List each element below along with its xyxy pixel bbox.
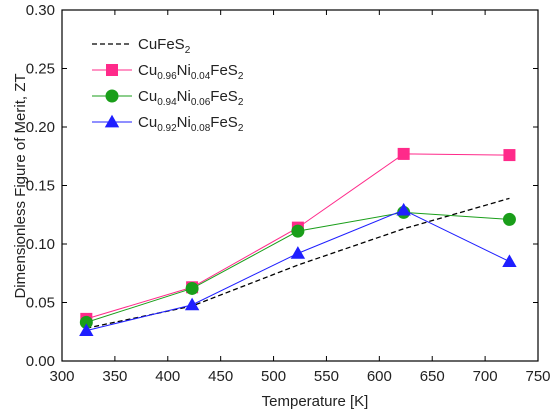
legend-item: Cu0.96Ni0.04FeS2 [92,62,244,82]
triangle-marker [104,114,120,128]
legend-label-part: Cu [138,62,157,79]
axes: 300 350 400 450 500 550 600 650 700 750 0.00 0.05 0.… [26,2,550,385]
x-axis-label: Temperature [K] [262,393,369,410]
circle-marker [79,315,93,329]
x-tick-label: 300 [49,368,74,385]
legend-label-part: 0.96 [157,71,177,82]
circle-marker [502,212,516,226]
y-tick-label: 0.15 [26,178,55,195]
circle-marker [185,281,199,295]
legend-label-part: 0.94 [157,97,177,108]
series-0 [86,197,510,329]
y-tick-label: 0.20 [26,119,55,136]
legend-label-part: FeS [210,62,238,79]
legend-label-part: 0.06 [191,97,211,108]
triangle-marker [79,323,94,336]
x-tick-label: 400 [155,368,180,385]
triangle-marker [396,202,411,216]
legend-label-part: FeS [210,88,238,105]
series-3 [79,202,517,336]
legend-label-part: 0.04 [191,71,211,82]
legend-label-part: Ni [177,88,191,105]
x-tick-label: 750 [525,368,550,385]
triangle-marker [184,297,200,311]
x-tick-label: 350 [102,368,127,385]
legend-label-part: Cu [138,114,157,131]
x-tick-label: 650 [420,368,445,385]
y-tick-label: 0.25 [26,61,55,78]
plot-frame [61,9,539,362]
legend-label-part: 0.08 [191,123,211,134]
legend-label-part: FeS [210,114,238,131]
x-tick-label: 500 [261,368,286,385]
legend-label-part: 2 [185,45,191,56]
square-marker [503,149,516,162]
legend-label: Cu0.96Ni0.04FeS2 [138,62,244,82]
y-tick-label: 0.05 [26,295,55,312]
x-tick-label: 450 [208,368,233,385]
x-tick-label: 600 [367,368,392,385]
legend-item: Cu0.94Ni0.06FeS2 [92,88,244,108]
y-tick-label: 0.30 [26,2,55,19]
x-tick-label: 700 [473,368,498,385]
x-tick-label: 550 [314,368,339,385]
legend-item: Cu0.92Ni0.08FeS2 [92,114,244,134]
series-line [86,197,510,329]
circle-marker [105,89,119,103]
legend-label-part: 0.92 [157,123,177,134]
legend-label-part: 2 [238,97,244,108]
circle-marker [291,224,305,238]
series-group [79,147,517,336]
legend-label: Cu0.94Ni0.06FeS2 [138,88,244,108]
legend-label-part: CuFeS [138,36,185,53]
legend-item: CuFeS2 [92,36,191,56]
y-axis-label: Dimensionless Figure of Merit, ZT [12,73,29,298]
triangle-marker [502,254,517,267]
legend-label-part: Ni [177,62,191,79]
y-tick-label: 0.10 [26,236,55,253]
legend: CuFeS2Cu0.96Ni0.04FeS2Cu0.94Ni0.06FeS2Cu… [92,36,244,134]
legend-label-part: Cu [138,88,157,105]
square-marker [397,147,410,160]
legend-label-part: 2 [238,71,244,82]
y-tick-label: 0.00 [26,353,55,370]
triangle-marker [290,246,306,259]
square-marker [106,64,118,76]
legend-label-part: Ni [177,114,191,131]
legend-label-part: 2 [238,123,244,134]
legend-label: CuFeS2 [138,36,191,56]
legend-label: Cu0.92Ni0.08FeS2 [138,114,244,134]
